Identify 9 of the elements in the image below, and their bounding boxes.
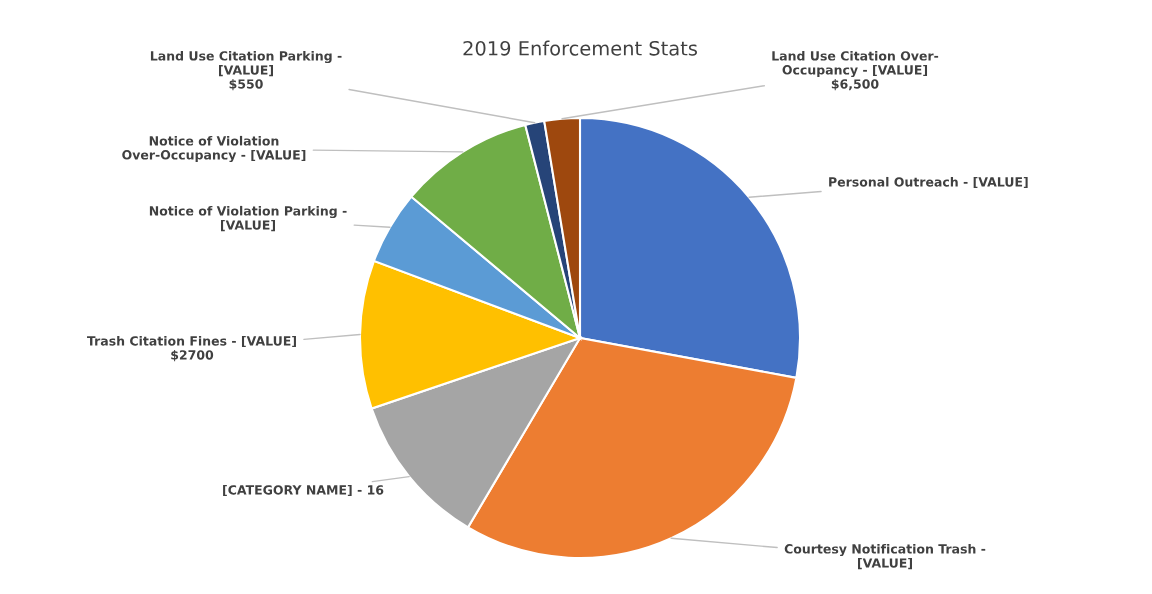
slice-label: Land Use Citation Parking - [VALUE] $550 xyxy=(150,50,342,91)
slice-label: Personal Outreach - [VALUE] xyxy=(829,176,1028,189)
slice-label: Trash Citation Fines - [VALUE] $2700 xyxy=(87,335,296,362)
chart-title: 2019 Enforcement Stats xyxy=(463,40,697,56)
slice-label: Notice of Violation Over-Occupancy - [VALUE] xyxy=(122,135,306,163)
slice-label: Courtesy Notification Trash - [VALUE] xyxy=(784,543,986,570)
slice-label: Land Use Citation Over- Occupancy - [VALUE] $6,500 xyxy=(772,50,939,91)
slice-label: Notice of Violation Parking - [VALUE] xyxy=(149,205,347,232)
slice-label: [CATEGORY NAME] - 16 xyxy=(223,484,384,497)
